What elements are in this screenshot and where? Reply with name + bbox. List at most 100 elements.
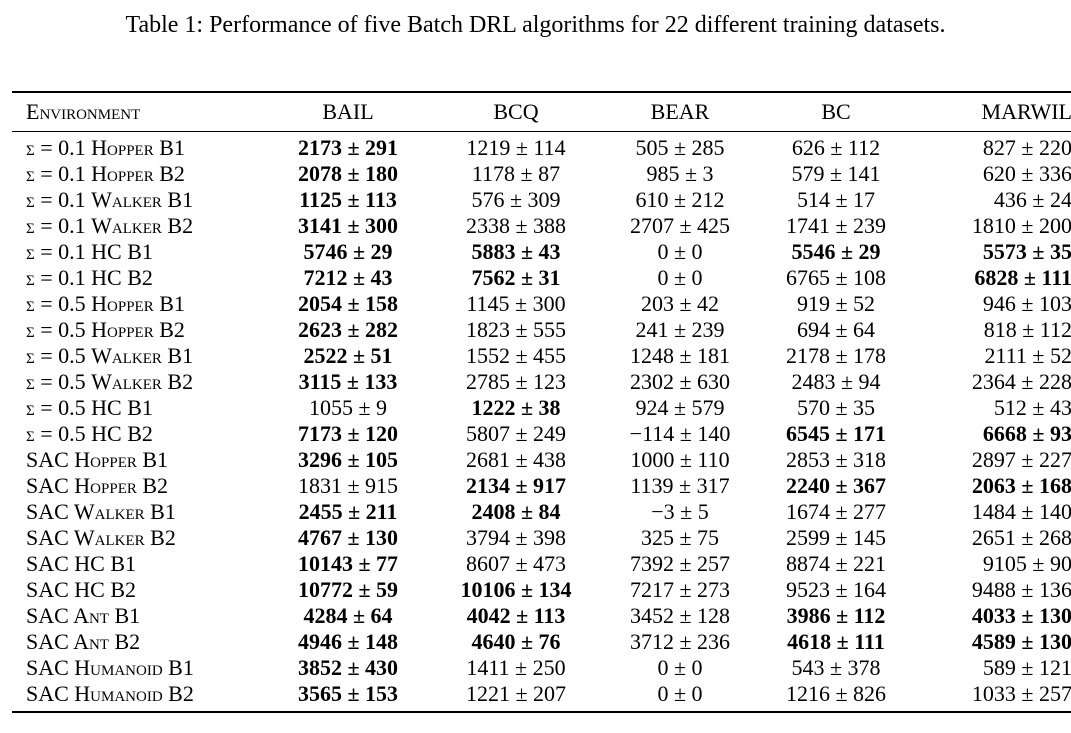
cell-bear: 0 ± 0 — [657, 655, 703, 680]
cell-marwil: 6828 ± 111 — [974, 265, 1071, 290]
cell-bc: 1741 ± 239 — [785, 213, 887, 238]
cell-bc: 4618 ± 111 — [787, 629, 885, 654]
cell-marwil: 6668 ± 93 — [982, 421, 1071, 446]
row-environment-label: σ = 0.1 HC B1 — [26, 239, 153, 264]
column-header-marwil: MARWIL — [981, 99, 1071, 124]
row-environment-label: σ = 0.5 Walker B2 — [26, 369, 194, 394]
cell-marwil: 2651 ± 268 — [971, 525, 1071, 550]
cell-bc: 8874 ± 221 — [785, 551, 887, 576]
cell-bcq: 5883 ± 43 — [471, 239, 561, 264]
cell-bcq: 10106 ± 134 — [460, 577, 572, 602]
table-row: σ = 0.1 Hopper B2 2078 ± 180 1178 ± 87 985 … — [12, 161, 1071, 187]
row-environment-label: σ = 0.5 HC B2 — [26, 421, 153, 446]
cell-bear: 1139 ± 317 — [630, 473, 730, 498]
cell-bail: 1125 ± 113 — [299, 187, 397, 212]
cell-bear: 0 ± 0 — [657, 265, 703, 290]
cell-bear: 3712 ± 236 — [629, 629, 731, 654]
table-row: σ = 0.5 HC B1 1055 ± 9 1222 ± 38 924 ± 579 5… — [12, 395, 1071, 421]
cell-bc: 2178 ± 178 — [785, 343, 887, 368]
cell-bear: 505 ± 285 — [635, 135, 725, 160]
cell-bcq: 1178 ± 87 — [471, 161, 561, 186]
cell-bail: 2455 ± 211 — [298, 499, 398, 524]
cell-bcq: 576 ± 309 — [471, 187, 561, 212]
cell-marwil: 827 ± 220 — [982, 135, 1071, 160]
column-header-bear: BEAR — [650, 99, 710, 124]
cell-bc: 1216 ± 826 — [785, 681, 887, 706]
cell-bc: 919 ± 52 — [796, 291, 876, 316]
cell-bcq: 1823 ± 555 — [465, 317, 567, 342]
column-header-bcq: BCQ — [493, 99, 539, 124]
table-row: σ = 0.5 Walker B2 3115 ± 133 2785 ± 123 230… — [12, 369, 1071, 395]
cell-bc: 2853 ± 318 — [785, 447, 887, 472]
cell-marwil: 9105 ± 90 — [982, 551, 1071, 576]
row-environment-label: σ = 0.5 Walker B1 — [26, 343, 194, 368]
cell-bear: 325 ± 75 — [640, 525, 720, 550]
cell-marwil: 2111 ± 52 — [984, 343, 1071, 368]
cell-bail: 7173 ± 120 — [297, 421, 399, 446]
cell-bc: 2483 ± 94 — [791, 369, 881, 394]
cell-bc: 2240 ± 367 — [785, 473, 887, 498]
table-caption: Table 1: Performance of five Batch DRL a… — [125, 12, 946, 38]
results-table: Environment BAIL BCQ BEAR BC MARWIL σ = … — [12, 91, 1071, 713]
cell-bcq: 2338 ± 388 — [465, 213, 567, 238]
cell-bcq: 1222 ± 38 — [471, 395, 561, 420]
row-environment-label: SAC Humanoid B2 — [26, 681, 194, 706]
cell-bcq: 2408 ± 84 — [471, 499, 561, 524]
cell-bear: 1248 ± 181 — [629, 343, 731, 368]
cell-bcq: 1221 ± 207 — [465, 681, 567, 706]
table-row: σ = 0.1 Walker B2 3141 ± 300 2338 ± 388 270… — [12, 213, 1071, 239]
table-row: SAC Humanoid B1 3852 ± 430 1411 ± 250 0 ± 0… — [12, 655, 1071, 681]
row-environment-label: SAC HC B1 — [26, 551, 137, 576]
row-environment-label: σ = 0.1 Hopper B1 — [26, 135, 185, 160]
cell-bail: 1831 ± 915 — [297, 473, 399, 498]
cell-bail: 10772 ± 59 — [297, 577, 399, 602]
cell-marwil: 4589 ± 130 — [971, 629, 1071, 654]
cell-bear: 1000 ± 110 — [630, 447, 730, 472]
table-row: SAC HC B1 10143 ± 77 8607 ± 473 7392 ± 257 8… — [12, 551, 1071, 577]
column-header-environment: Environment — [26, 99, 141, 124]
row-environment-label: σ = 0.1 Walker B1 — [26, 187, 194, 212]
cell-bear: 0 ± 0 — [657, 681, 703, 706]
table-row: SAC Ant B1 4284 ± 64 4042 ± 113 3452 ± 128 3… — [12, 603, 1071, 629]
cell-bc: 5546 ± 29 — [791, 239, 881, 264]
table-row: σ = 0.5 HC B2 7173 ± 120 5807 ± 249 −114 ± … — [12, 421, 1071, 447]
table-row: σ = 0.5 Hopper B2 2623 ± 282 1823 ± 555 241… — [12, 317, 1071, 343]
row-environment-label: σ = 0.1 Walker B2 — [26, 213, 194, 238]
row-environment-label: σ = 0.5 Hopper B1 — [26, 291, 185, 316]
cell-marwil: 1484 ± 140 — [971, 499, 1071, 524]
cell-bear: 0 ± 0 — [657, 239, 703, 264]
cell-bc: 2599 ± 145 — [785, 525, 887, 550]
table-row: SAC Walker B2 4767 ± 130 3794 ± 398 325 ± 7… — [12, 525, 1071, 551]
cell-bail: 3141 ± 300 — [297, 213, 399, 238]
row-environment-label: σ = 0.5 HC B1 — [26, 395, 153, 420]
cell-bcq: 1219 ± 114 — [466, 135, 566, 160]
table-row: SAC Hopper B2 1831 ± 915 2134 ± 917 1139 ± … — [12, 473, 1071, 499]
row-environment-label: σ = 0.1 HC B2 — [26, 265, 153, 290]
cell-marwil: 2364 ± 228 — [971, 369, 1071, 394]
cell-bc: 3986 ± 112 — [786, 603, 886, 628]
row-environment-label: σ = 0.5 Hopper B2 — [26, 317, 185, 342]
cell-bcq: 4042 ± 113 — [466, 603, 566, 628]
column-header-bail: BAIL — [322, 99, 374, 124]
cell-bail: 4946 ± 148 — [297, 629, 399, 654]
row-environment-label: SAC Humanoid B1 — [26, 655, 194, 680]
cell-bear: 2302 ± 630 — [629, 369, 731, 394]
cell-bear: 7217 ± 273 — [629, 577, 731, 602]
cell-bc: 579 ± 141 — [791, 161, 881, 186]
cell-bc: 514 ± 17 — [796, 187, 876, 212]
cell-bc: 694 ± 64 — [796, 317, 876, 342]
cell-bear: 203 ± 42 — [640, 291, 720, 316]
cell-marwil: 436 ± 24 — [993, 187, 1071, 212]
cell-bcq: 2785 ± 123 — [465, 369, 567, 394]
cell-bc: 543 ± 378 — [791, 655, 881, 680]
results-table-container: Environment BAIL BCQ BEAR BC MARWIL σ = … — [12, 91, 1071, 713]
cell-bail: 4767 ± 130 — [297, 525, 399, 550]
cell-marwil: 2897 ± 227 — [971, 447, 1071, 472]
cell-bail: 2623 ± 282 — [297, 317, 399, 342]
cell-bear: 3452 ± 128 — [629, 603, 731, 628]
cell-marwil: 1033 ± 257 — [971, 681, 1071, 706]
cell-bail: 4284 ± 64 — [303, 603, 393, 628]
row-environment-label: SAC Hopper B2 — [26, 473, 169, 498]
table-row: σ = 0.1 HC B1 5746 ± 29 5883 ± 43 0 ± 0 5546… — [12, 239, 1071, 265]
cell-bail: 2054 ± 158 — [297, 291, 399, 316]
